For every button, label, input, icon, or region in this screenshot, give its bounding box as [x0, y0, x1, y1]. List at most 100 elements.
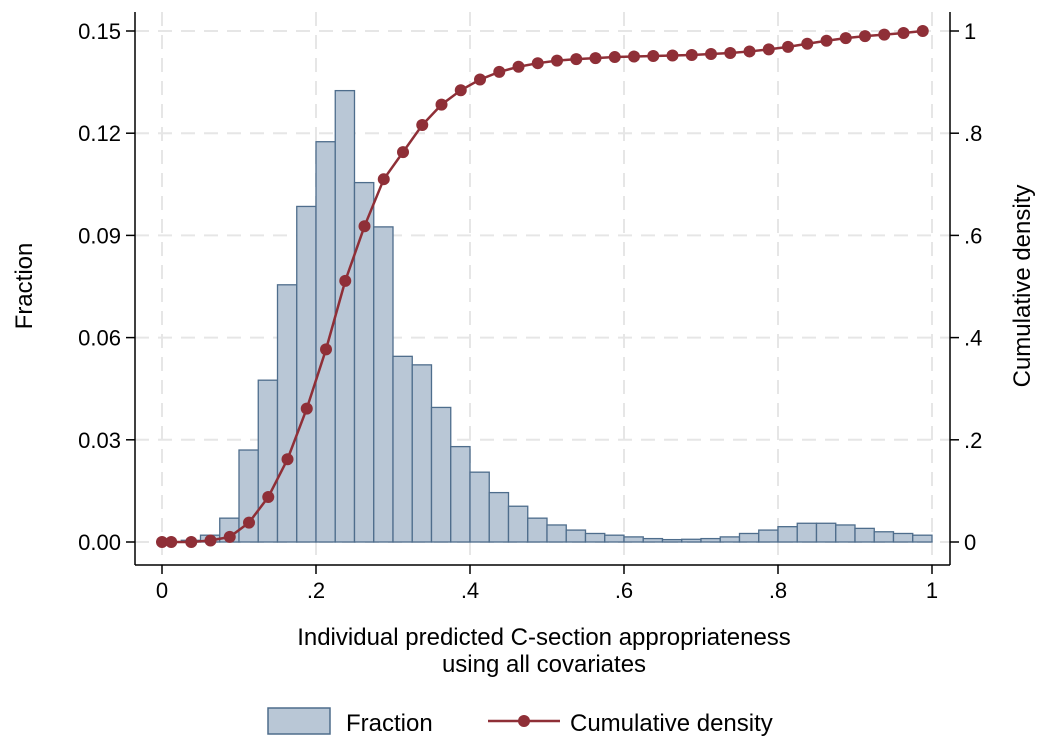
- x-tick-label: .2: [307, 578, 325, 603]
- y-left-tick-label: 0.09: [78, 223, 121, 248]
- y-axis-right: 0 .2 .4 .6 .8 1: [950, 19, 982, 555]
- legend: Fraction Cumulative density: [267, 707, 773, 737]
- cumulative-point: [397, 146, 410, 159]
- y-axis-left: 0.00 0.03 0.06 0.09 0.12 0.15: [78, 19, 135, 555]
- x-axis: 0 .2 .4 .6 .8 1: [156, 565, 938, 603]
- histogram-bar: [392, 355, 413, 543]
- cumulative-point: [377, 173, 390, 186]
- y-axis-title-right: Cumulative density: [1009, 185, 1036, 388]
- cumulative-point: [916, 25, 929, 37]
- histogram-bar: [276, 284, 298, 543]
- histogram-bar: [642, 537, 664, 543]
- cumulative-point: [820, 34, 833, 47]
- histogram-bar: [488, 491, 510, 543]
- y-left-tick-label: 0.12: [78, 121, 121, 146]
- histogram-bar: [411, 364, 433, 543]
- histogram-bar: [450, 445, 471, 543]
- cumulative-point: [339, 274, 352, 287]
- histogram-bar: [738, 532, 760, 543]
- histogram-bar: [892, 532, 914, 543]
- cumulative-point: [358, 220, 371, 233]
- histogram-bar: [565, 529, 587, 543]
- cumulative-point: [300, 402, 313, 415]
- histogram-bar: [719, 536, 741, 543]
- histogram-bar: [546, 524, 567, 543]
- histogram-bar: [758, 529, 779, 543]
- histogram-bar: [507, 505, 529, 543]
- cumulative-point: [512, 60, 525, 73]
- y-right-tick-label: .2: [964, 428, 982, 453]
- cumulative-point: [685, 49, 698, 62]
- y-axis-title-left: Fraction: [11, 243, 38, 330]
- cumulative-point: [705, 47, 718, 60]
- cumulative-point: [628, 50, 641, 63]
- x-tick-label: 0: [156, 578, 168, 603]
- histogram-bar: [873, 531, 895, 543]
- histogram-bar: [257, 379, 279, 543]
- histogram-bar: [700, 537, 721, 543]
- histogram-bar: [604, 534, 625, 543]
- cumulative-point: [204, 534, 217, 547]
- cumulative-point: [878, 28, 891, 41]
- cumulative-point: [493, 65, 506, 78]
- histogram-bars: [180, 89, 933, 543]
- cumulative-point: [435, 98, 448, 111]
- cumulative-point: [531, 57, 544, 70]
- histogram-bar: [296, 205, 317, 543]
- x-tick-label: .6: [615, 578, 633, 603]
- histogram-bar: [815, 522, 837, 543]
- histogram-bar: [430, 406, 452, 543]
- histogram-bar: [623, 536, 644, 543]
- cumulative-line: [156, 25, 929, 548]
- histogram-bar: [315, 141, 336, 543]
- cumulative-point: [223, 530, 236, 543]
- cumulative-point: [281, 453, 294, 466]
- x-axis-title-line-2: using all covariates: [442, 651, 646, 678]
- cumulative-point: [320, 343, 333, 356]
- cumulative-point: [897, 27, 910, 40]
- y-left-tick-label: 0.06: [78, 326, 121, 351]
- cumulative-point: [262, 491, 275, 504]
- histogram-bar: [854, 527, 875, 543]
- cumulative-point: [647, 50, 660, 63]
- cumulative-point: [551, 54, 564, 67]
- y-right-tick-label: .6: [964, 223, 982, 248]
- cumulative-point: [801, 37, 814, 50]
- y-right-tick-label: .4: [964, 326, 982, 351]
- histogram-bar: [661, 538, 683, 543]
- cumulative-point: [839, 32, 852, 45]
- cumulative-point: [156, 536, 168, 548]
- cumulative-point: [185, 536, 198, 548]
- histogram-bar: [373, 226, 394, 543]
- cumulative-point: [589, 52, 602, 65]
- histogram-bar: [835, 524, 856, 543]
- legend-label-cumulative: Cumulative density: [570, 710, 773, 737]
- legend-swatch-marker: [518, 715, 530, 727]
- histogram-bar: [796, 522, 818, 543]
- y-left-tick-label: 0.00: [78, 530, 121, 555]
- cumulative-point: [416, 119, 429, 132]
- cumulative-point: [762, 43, 775, 56]
- histogram-bar: [584, 532, 606, 543]
- histogram-bar: [681, 538, 702, 543]
- plot-frame: [134, 12, 951, 566]
- cumulative-point: [743, 45, 756, 58]
- y-left-tick-label: 0.15: [78, 19, 121, 44]
- histogram-bar: [777, 526, 798, 543]
- cumulative-point: [782, 40, 795, 53]
- histogram-bar: [334, 89, 356, 543]
- histogram-bar: [527, 517, 548, 543]
- cumulative-point: [666, 49, 679, 62]
- cumulative-point: [859, 30, 872, 43]
- legend-label-fraction: Fraction: [346, 710, 433, 737]
- cumulative-point: [570, 53, 583, 66]
- y-right-tick-label: 1: [964, 19, 976, 44]
- cumulative-point: [474, 73, 487, 86]
- cumulative-point: [165, 536, 178, 548]
- cumulative-point: [724, 46, 737, 59]
- histogram-bar: [469, 471, 490, 543]
- y-left-tick-label: 0.03: [78, 428, 121, 453]
- x-tick-label: .4: [461, 578, 479, 603]
- x-axis-title-line-1: Individual predicted C-section appropria…: [297, 624, 791, 651]
